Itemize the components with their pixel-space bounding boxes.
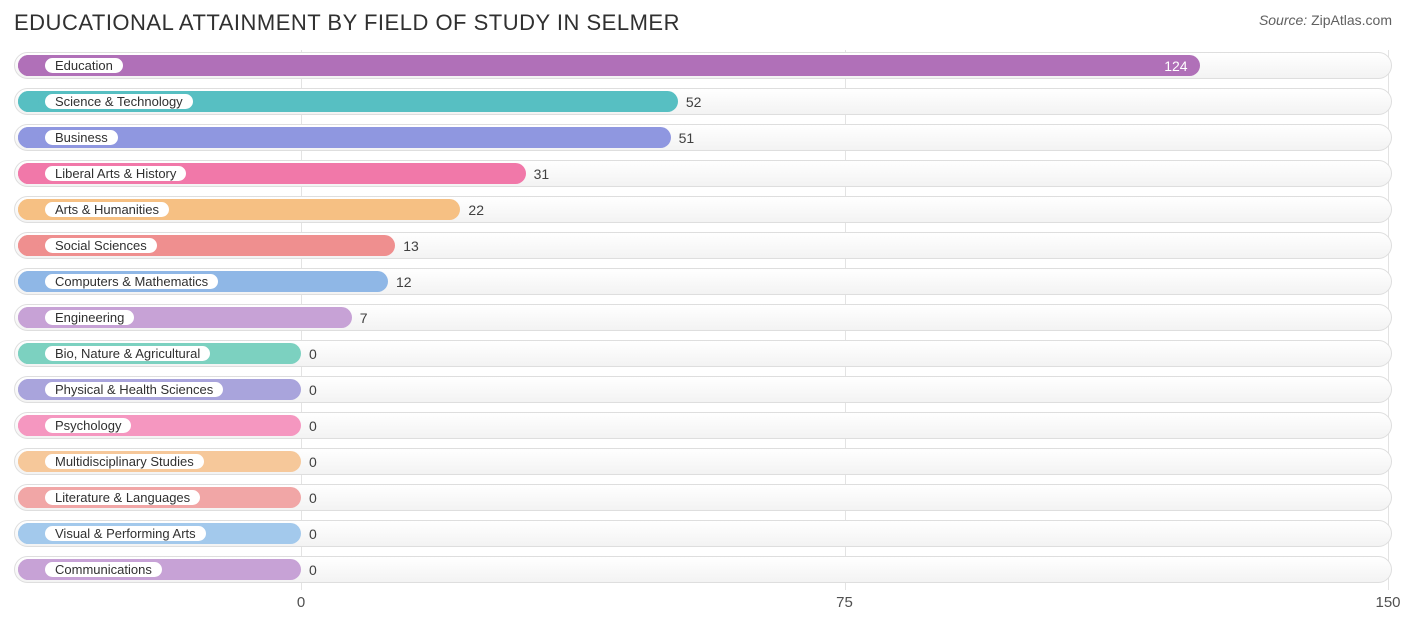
chart-area: Education124 Science & Technology 52 Busine… bbox=[14, 50, 1392, 618]
bar-row: Computers & Mathematics 12 bbox=[14, 266, 1392, 297]
bar-value: 0 bbox=[301, 482, 317, 513]
bar-cap bbox=[18, 235, 39, 256]
bar-cap bbox=[18, 451, 39, 472]
bar-label-chip: Science & Technology bbox=[44, 93, 194, 110]
bar-value: 0 bbox=[301, 374, 317, 405]
bar-cap bbox=[18, 91, 39, 112]
bar-cap bbox=[18, 307, 39, 328]
chart-container: EDUCATIONAL ATTAINMENT BY FIELD OF STUDY… bbox=[0, 0, 1406, 632]
bar-value: 51 bbox=[671, 122, 695, 153]
bar-value: 7 bbox=[352, 302, 368, 333]
bar-value: 0 bbox=[301, 410, 317, 441]
bar-row: Physical & Health Sciences 0 bbox=[14, 374, 1392, 405]
bar-row: Arts & Humanities 22 bbox=[14, 194, 1392, 225]
chart-bars: Education124 Science & Technology 52 Busine… bbox=[14, 50, 1392, 585]
source-value: ZipAtlas.com bbox=[1311, 12, 1392, 28]
bar-value: 31 bbox=[526, 158, 550, 189]
xaxis-tick: 75 bbox=[836, 594, 853, 611]
bar-cap bbox=[18, 415, 39, 436]
bar-row: Communications 0 bbox=[14, 554, 1392, 585]
bar-cap bbox=[18, 163, 39, 184]
xaxis-tick: 0 bbox=[297, 594, 305, 611]
bar-label-chip: Multidisciplinary Studies bbox=[44, 453, 205, 470]
bar-cap bbox=[18, 127, 39, 148]
xaxis-tick: 150 bbox=[1375, 594, 1400, 611]
bar-value: 12 bbox=[388, 266, 412, 297]
bar-value: 0 bbox=[301, 554, 317, 585]
bar-value: 0 bbox=[301, 446, 317, 477]
bar-cap bbox=[18, 559, 39, 580]
bar-cap bbox=[18, 487, 39, 508]
bar-value: 13 bbox=[395, 230, 419, 261]
bar-cap bbox=[18, 343, 39, 364]
bar-label-chip: Literature & Languages bbox=[44, 489, 201, 506]
bar-label-chip: Psychology bbox=[44, 417, 132, 434]
bar-label-chip: Social Sciences bbox=[44, 237, 158, 254]
bar-cap bbox=[18, 271, 39, 292]
chart-xaxis: 075150 bbox=[14, 590, 1392, 618]
bar-row: Bio, Nature & Agricultural 0 bbox=[14, 338, 1392, 369]
bar-label-chip: Engineering bbox=[44, 309, 135, 326]
bar-row: Science & Technology 52 bbox=[14, 86, 1392, 117]
bar-label-chip: Business bbox=[44, 129, 119, 146]
bar-row: Social Sciences 13 bbox=[14, 230, 1392, 261]
bar-label-chip: Liberal Arts & History bbox=[44, 165, 187, 182]
bar-row: Visual & Performing Arts 0 bbox=[14, 518, 1392, 549]
chart-header: EDUCATIONAL ATTAINMENT BY FIELD OF STUDY… bbox=[14, 10, 1392, 36]
bar-cap bbox=[18, 379, 39, 400]
bar-label-chip: Visual & Performing Arts bbox=[44, 525, 207, 542]
bar-label-chip: Computers & Mathematics bbox=[44, 273, 219, 290]
bar-value: 22 bbox=[460, 194, 484, 225]
bar-value: 52 bbox=[678, 86, 702, 117]
bar-label-chip: Communications bbox=[44, 561, 163, 578]
bar-value: 124 bbox=[18, 50, 1200, 81]
bar-label-chip: Bio, Nature & Agricultural bbox=[44, 345, 211, 362]
bar-row: Engineering 7 bbox=[14, 302, 1392, 333]
bar-row: Psychology 0 bbox=[14, 410, 1392, 441]
bar-cap bbox=[18, 523, 39, 544]
bar-cap bbox=[18, 199, 39, 220]
source-label: Source: bbox=[1259, 12, 1307, 28]
bar-row: Education124 bbox=[14, 50, 1392, 81]
chart-title: EDUCATIONAL ATTAINMENT BY FIELD OF STUDY… bbox=[14, 10, 680, 36]
bar-label-chip: Arts & Humanities bbox=[44, 201, 170, 218]
bar-label-chip: Physical & Health Sciences bbox=[44, 381, 224, 398]
bar-value: 0 bbox=[301, 518, 317, 549]
bar-row: Literature & Languages 0 bbox=[14, 482, 1392, 513]
bar-row: Business 51 bbox=[14, 122, 1392, 153]
bar-row: Multidisciplinary Studies 0 bbox=[14, 446, 1392, 477]
chart-source: Source: ZipAtlas.com bbox=[1259, 10, 1392, 28]
bar-value: 0 bbox=[301, 338, 317, 369]
bar-row: Liberal Arts & History 31 bbox=[14, 158, 1392, 189]
